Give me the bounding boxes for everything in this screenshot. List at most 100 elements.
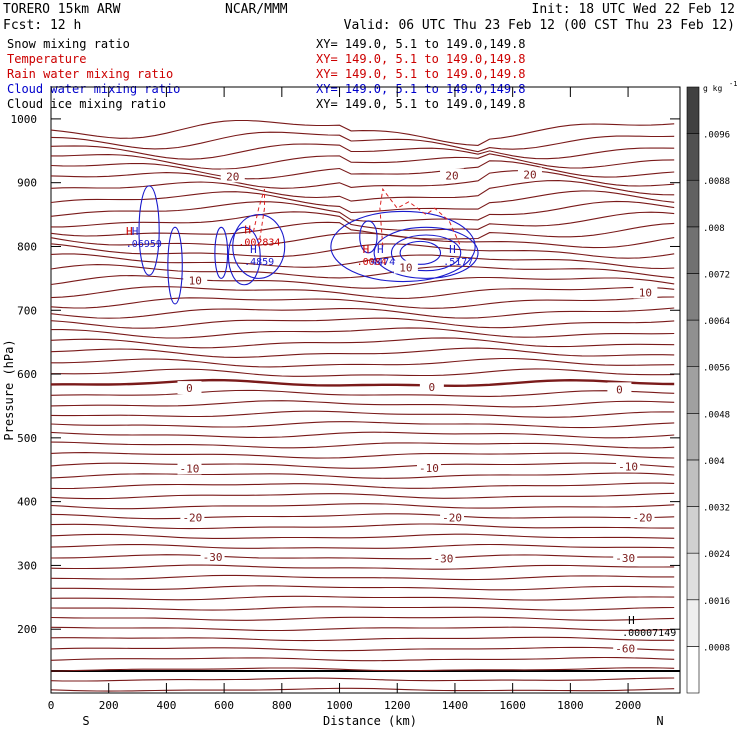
x-tick-label: 0 (48, 699, 55, 712)
field-xy: XY= 149.0, 5.1 to 149.0,149.8 (316, 67, 526, 81)
contour-label-bg (440, 168, 465, 182)
rain-water-contour (252, 188, 265, 247)
isotherm-line (51, 585, 675, 591)
isotherm-line (50, 400, 675, 408)
colorbar-label: .004 (703, 457, 725, 467)
isotherm-line (51, 327, 675, 339)
isotherm-label: 0 (186, 382, 193, 395)
colorbar-swatch (686, 273, 700, 321)
colorbar-label: .008 (703, 224, 725, 234)
contour-label-bg (177, 381, 202, 395)
field-name: Temperature (7, 52, 86, 66)
isotherm-line (50, 389, 675, 397)
colorbar-swatch (686, 319, 700, 367)
extremum-value: .5177 (443, 257, 473, 268)
contour-labels: -60 -30 -30 -30 -20 -20 -20 -10 -10 -10 0 0 0 10 10 10 2… (177, 167, 658, 655)
contour-label-bg (607, 382, 632, 396)
isotherm-line (50, 337, 675, 349)
isotherm-line (50, 677, 675, 682)
isotherm-line (50, 523, 675, 530)
isotherm-line (50, 264, 675, 279)
colorbar-label: .0096 (703, 131, 730, 141)
isotherm-label: 10 (639, 286, 652, 299)
colorbar-unit: g kg (703, 84, 722, 93)
cloud-water-contour (373, 226, 479, 279)
isotherm-line (50, 253, 675, 270)
isotherm-line (50, 180, 675, 202)
contour-label-bg (200, 550, 225, 564)
y-tick-label: 900 (17, 177, 37, 190)
isotherm-line (50, 243, 675, 259)
y-tick-label: 600 (17, 368, 37, 381)
south-end-label: S (82, 714, 89, 728)
extremum-value: .002834 (238, 238, 280, 249)
isotherm-label: -20 (182, 512, 202, 525)
y-tick-label: 400 (17, 496, 37, 509)
isotherm-line (50, 169, 675, 189)
isotherm-line (50, 687, 675, 692)
contour-label-bg (613, 550, 638, 564)
isotherm-line (50, 296, 675, 309)
colorbar-unit-exponent: -1 (729, 80, 737, 88)
isotherm-line (51, 357, 675, 368)
contour-label-bg (431, 551, 456, 565)
colorbar-swatch (686, 226, 700, 274)
isotherm-line (50, 564, 675, 570)
isotherm-line (50, 232, 675, 249)
temperature-isotherms (50, 119, 675, 692)
isotherm-line (50, 616, 675, 621)
rain-water-contour (379, 187, 462, 247)
isotherm-label: -30 (615, 552, 635, 565)
x-tick-label: 400 (156, 699, 176, 712)
isotherm-line (50, 221, 675, 240)
isotherm-line (50, 513, 675, 520)
colorbar-label: .0024 (703, 550, 730, 560)
extremum-value: .00007149 (622, 628, 676, 639)
contour-label-bg (416, 460, 441, 474)
extremum-marker: H (363, 243, 370, 256)
isotherm-label: -10 (180, 462, 200, 475)
isotherm-label: -20 (442, 512, 462, 525)
colorbar-label: .0008 (703, 643, 730, 653)
isotherm-line (50, 626, 675, 632)
colorbar-swatch (686, 646, 700, 694)
colorbar-swatch (686, 413, 700, 461)
colorbar-swatch (686, 366, 700, 414)
isotherm-label: 0 (429, 381, 436, 394)
contour-label-bg (419, 379, 444, 393)
isotherm-line (50, 574, 675, 581)
plot-frame (50, 86, 681, 694)
extremum-value: .4859 (244, 257, 274, 268)
cloud-water-contour (390, 234, 462, 272)
forecast-hour: Fcst: 12 h (3, 18, 81, 33)
isotherm-line (50, 667, 675, 672)
extremum-value: 4474 (371, 257, 395, 268)
extremum-marker: H (377, 243, 384, 256)
field-name: Rain water mixing ratio (7, 67, 173, 81)
field-name: Cloud water mixing ratio (7, 82, 180, 96)
isotherm-label: -10 (618, 461, 638, 474)
contour-label-bg (177, 461, 202, 475)
isotherm-label: -30 (203, 551, 223, 564)
isotherm-label: 10 (189, 274, 202, 287)
cloud-water-contour (138, 185, 160, 276)
contour-label-bg (633, 285, 658, 299)
cloud-water-contour (359, 220, 378, 254)
cloud-water-contour (214, 226, 229, 279)
isotherm-line (50, 441, 675, 449)
isotherm-label: 20 (523, 168, 536, 181)
isotherm-line (50, 472, 675, 479)
y-tick-label: 800 (17, 240, 37, 253)
isotherm-label: -60 (615, 642, 635, 655)
isotherm-line (50, 275, 675, 289)
valid-time: Valid: 06 UTC Thu 23 Feb 12 (00 CST Thu … (344, 18, 735, 33)
isotherm-line (50, 595, 675, 601)
isotherm-line (50, 143, 675, 160)
colorbar-label: .0056 (703, 364, 730, 374)
extremum-value: .06959 (126, 239, 162, 250)
field-xy: XY= 149.0, 5.1 to 149.0,149.8 (316, 82, 526, 96)
colorbar-swatch (686, 133, 700, 181)
isotherm-line (50, 317, 675, 329)
